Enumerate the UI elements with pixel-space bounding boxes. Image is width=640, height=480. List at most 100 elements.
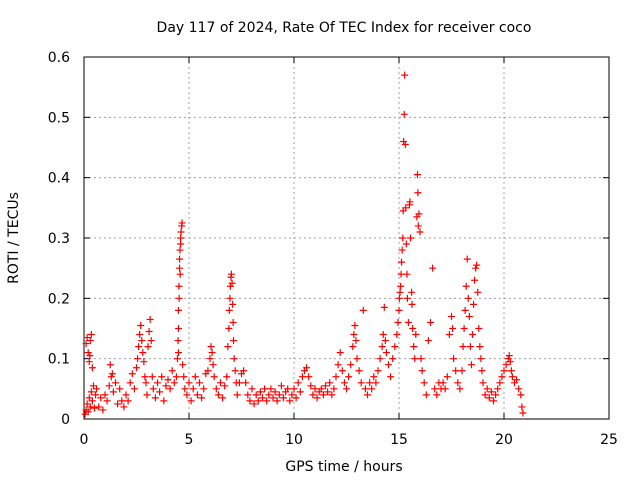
data-point-plus bbox=[271, 388, 279, 396]
data-point-plus bbox=[490, 397, 497, 405]
data-point-plus bbox=[412, 331, 420, 339]
data-point-plus bbox=[147, 337, 155, 345]
data-point-plus bbox=[124, 397, 132, 405]
data-point-plus bbox=[87, 388, 95, 396]
data-point-plus bbox=[97, 394, 105, 402]
data-point-plus bbox=[259, 394, 266, 402]
data-point-plus bbox=[448, 312, 455, 320]
data-point-plus bbox=[133, 364, 140, 372]
data-point-plus bbox=[112, 379, 119, 387]
data-point-plus bbox=[118, 397, 126, 405]
data-point-plus bbox=[506, 358, 514, 366]
data-point-plus bbox=[303, 364, 311, 372]
data-point-plus bbox=[99, 406, 107, 414]
data-point-plus bbox=[396, 288, 404, 296]
data-point-plus bbox=[224, 343, 232, 351]
data-point-plus bbox=[393, 331, 401, 339]
data-point-plus bbox=[226, 282, 234, 290]
data-point-plus bbox=[336, 349, 344, 357]
data-point-plus bbox=[439, 379, 447, 387]
data-point-plus bbox=[452, 367, 460, 375]
data-point-plus bbox=[86, 337, 94, 345]
data-point-plus bbox=[229, 300, 237, 308]
data-point-plus bbox=[252, 391, 260, 399]
data-point-plus bbox=[235, 379, 243, 387]
data-point-plus bbox=[191, 373, 199, 381]
data-point-plus bbox=[413, 171, 421, 179]
x-tick-label: 10 bbox=[285, 432, 303, 448]
data-point-plus bbox=[229, 318, 237, 326]
data-point-plus bbox=[401, 140, 409, 148]
data-point-plus bbox=[228, 279, 236, 287]
data-point-plus bbox=[492, 391, 500, 399]
data-point-plus bbox=[175, 325, 182, 332]
data-point-plus bbox=[518, 403, 526, 411]
data-point-plus bbox=[87, 331, 95, 339]
data-point-plus bbox=[483, 385, 491, 393]
data-point-plus bbox=[105, 382, 113, 390]
data-point-plus bbox=[473, 261, 481, 269]
data-point-plus bbox=[402, 204, 410, 212]
data-point-plus bbox=[200, 385, 208, 393]
data-point-plus bbox=[193, 391, 201, 399]
data-point-plus bbox=[108, 370, 116, 378]
data-point-plus bbox=[395, 294, 403, 302]
data-point-plus bbox=[185, 379, 193, 387]
data-point-plus bbox=[254, 397, 262, 405]
grid-lines bbox=[84, 57, 609, 419]
data-point-plus bbox=[400, 110, 408, 118]
data-point-plus bbox=[204, 367, 212, 375]
data-point-plus bbox=[183, 391, 191, 399]
data-points bbox=[81, 71, 527, 418]
data-point-plus bbox=[406, 198, 414, 206]
data-point-plus bbox=[209, 361, 217, 369]
data-point-plus bbox=[422, 391, 430, 399]
data-point-plus bbox=[101, 391, 109, 399]
data-point-plus bbox=[212, 385, 220, 393]
data-point-plus bbox=[515, 385, 523, 393]
data-point-plus bbox=[376, 355, 384, 363]
data-point-plus bbox=[135, 343, 143, 351]
data-point-plus bbox=[298, 373, 306, 381]
data-point-plus bbox=[460, 325, 468, 332]
data-point-plus bbox=[478, 367, 486, 375]
data-point-plus bbox=[160, 397, 168, 405]
data-point-plus bbox=[410, 343, 418, 351]
data-point-plus bbox=[196, 379, 203, 387]
data-point-plus bbox=[177, 228, 185, 236]
data-point-plus bbox=[399, 234, 407, 242]
data-point-plus bbox=[138, 337, 146, 345]
data-point-plus bbox=[179, 361, 187, 369]
data-point-plus bbox=[398, 258, 406, 266]
data-point-plus bbox=[494, 385, 502, 393]
data-point-plus bbox=[409, 325, 417, 332]
data-point-plus bbox=[178, 219, 186, 227]
data-point-plus bbox=[353, 355, 361, 363]
data-point-plus bbox=[151, 394, 159, 402]
data-point-plus bbox=[86, 352, 94, 360]
data-point-plus bbox=[292, 394, 300, 402]
data-point-plus bbox=[93, 385, 101, 393]
data-point-plus bbox=[294, 379, 302, 387]
data-point-plus bbox=[463, 255, 471, 263]
data-point-plus bbox=[176, 270, 184, 278]
data-point-plus bbox=[456, 385, 464, 393]
data-point-plus bbox=[424, 337, 432, 345]
data-point-plus bbox=[477, 355, 485, 363]
data-point-plus bbox=[144, 343, 152, 351]
data-point-plus bbox=[443, 373, 451, 381]
data-point-plus bbox=[380, 303, 388, 311]
data-point-plus bbox=[485, 394, 493, 402]
data-point-plus bbox=[417, 355, 425, 363]
data-point-plus bbox=[461, 306, 469, 314]
data-point-plus bbox=[370, 373, 378, 381]
data-point-plus bbox=[357, 379, 365, 387]
data-point-plus bbox=[361, 385, 369, 393]
data-point-plus bbox=[126, 379, 134, 387]
data-point-plus bbox=[313, 394, 321, 402]
data-point-plus bbox=[351, 321, 359, 329]
data-point-plus bbox=[175, 306, 182, 314]
data-point-plus bbox=[217, 379, 224, 387]
data-point-plus bbox=[256, 388, 264, 396]
